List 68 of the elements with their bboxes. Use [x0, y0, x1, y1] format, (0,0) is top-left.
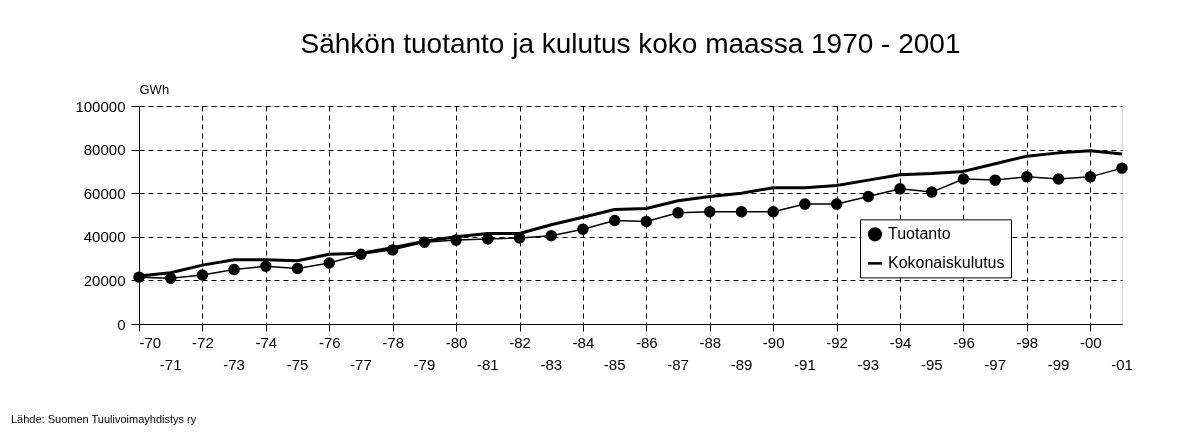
point [228, 263, 240, 276]
x-tick-label: -78 [382, 333, 405, 351]
point [1116, 162, 1128, 174]
x-tick-label: -96 [953, 333, 975, 351]
point [672, 207, 684, 219]
point [323, 257, 335, 269]
x-tick-label: -86 [636, 333, 658, 351]
point [640, 215, 653, 228]
x-tick-label: -97 [984, 356, 1007, 373]
x-tick-label: -73 [223, 356, 245, 373]
x-tick-label: -98 [1016, 333, 1039, 351]
x-tick-label: -01 [1111, 356, 1133, 373]
point [926, 186, 938, 198]
x-tick-label: -77 [350, 356, 372, 373]
x-tick-label: -85 [603, 356, 626, 373]
point [608, 214, 621, 227]
point [862, 190, 875, 203]
x-tick-label: -91 [794, 356, 816, 373]
x-tick-label: -76 [318, 333, 341, 351]
point [577, 223, 589, 235]
point [704, 206, 716, 218]
text: Lähde: Suomen Tuulivoimayhdistys ry [11, 413, 197, 425]
y-tick-label: 20000 [83, 271, 126, 289]
point [799, 198, 811, 210]
point [1021, 171, 1033, 183]
x-tick-label: -00 [1079, 333, 1102, 351]
x-tick-label: -90 [762, 333, 785, 351]
point [164, 272, 177, 284]
x-tick-label: -94 [889, 333, 912, 351]
legend-label: Tuotanto [888, 225, 951, 243]
x-tick-label: -89 [730, 356, 753, 373]
x-tick-label: -74 [255, 333, 278, 351]
point [1052, 173, 1065, 185]
x-tick-label: -88 [699, 333, 722, 351]
point [767, 206, 779, 218]
point [894, 183, 906, 195]
point [545, 229, 557, 242]
y-tick-label: 80000 [83, 141, 126, 159]
point [957, 173, 970, 185]
x-tick-label: -79 [413, 356, 436, 373]
x-tick-label: -92 [826, 333, 848, 351]
y-tick-label: 60000 [83, 184, 126, 202]
point [989, 174, 1001, 186]
point [830, 198, 843, 210]
x-tick-label: -70 [139, 333, 162, 351]
x-tick-label: -99 [1047, 356, 1070, 373]
x-tick-label: -75 [286, 356, 309, 373]
point [291, 262, 304, 275]
x-tick-label: -93 [857, 356, 880, 373]
x-tick-label: -83 [540, 356, 563, 373]
x-tick-label: -87 [667, 356, 689, 373]
point [1084, 171, 1097, 183]
point [735, 206, 748, 218]
legend-label: Kokonaiskulutus [888, 254, 1005, 272]
chart-title: Sähkön tuotanto ja kulutus koko maassa 1970 - 2001 [300, 28, 961, 59]
point [196, 269, 209, 281]
y-tick-label: 0 [117, 315, 126, 333]
x-tick-label: -84 [572, 333, 595, 351]
x-tick-label: -72 [192, 333, 214, 351]
x-tick-label: -95 [920, 356, 943, 373]
x-tick-label: -82 [509, 333, 531, 351]
x-tick-label: -81 [476, 356, 499, 373]
y-tick-label: 100000 [75, 97, 126, 115]
y-tick-label: 40000 [83, 228, 126, 246]
x-tick-label: -71 [159, 356, 182, 373]
y-axis-title: GWh [139, 81, 170, 97]
point [260, 260, 272, 272]
x-tick-label: -80 [445, 333, 468, 351]
